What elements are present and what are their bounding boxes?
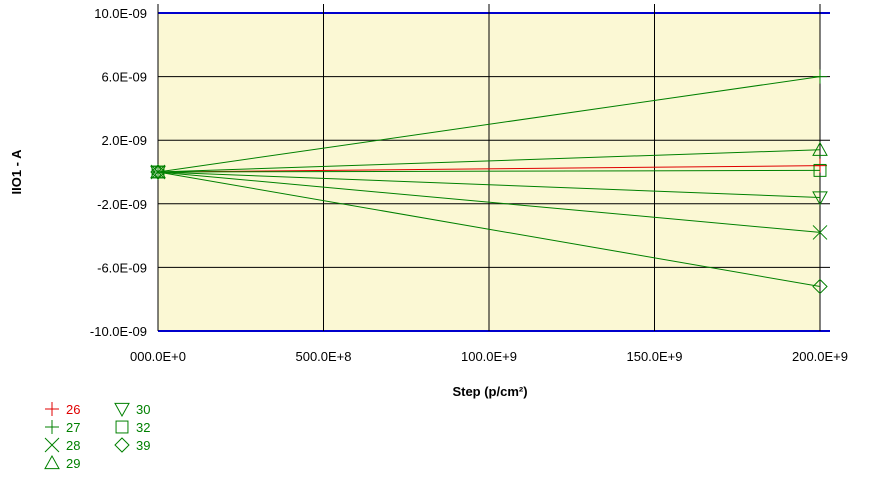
- legend-label-32: 32: [136, 420, 150, 435]
- legend-marker-26: [45, 402, 59, 416]
- y-tick-label: 6.0E-09: [101, 70, 147, 85]
- data-point-30: [812, 191, 828, 206]
- legend-marker-29: [44, 454, 60, 470]
- x-tick-label: 150.0E+9: [626, 349, 682, 364]
- legend-marker-39: [114, 437, 130, 453]
- data-point-39: [812, 278, 828, 295]
- legend-label-27: 27: [66, 420, 80, 435]
- legend-label-26: 26: [66, 402, 80, 417]
- series-line-28: [157, 171, 821, 233]
- series-line-32: [157, 169, 821, 173]
- legend-marker-30: [114, 402, 130, 418]
- legend-item-32: 32: [115, 420, 150, 435]
- y-tick-label: 2.0E-09: [101, 133, 147, 148]
- y-tick-label: 10.0E-09: [94, 6, 147, 21]
- legend-label-29: 29: [66, 456, 80, 471]
- x-tick-label: 500.0E+8: [295, 349, 351, 364]
- y-tick-label: -6.0E-09: [97, 260, 147, 275]
- x-tick-label: 000.0E+0: [130, 349, 186, 364]
- data-point-27: [813, 69, 827, 84]
- legend-item-27: 27: [45, 420, 80, 435]
- legend-item-29: 29: [44, 454, 80, 471]
- y-tick-label: -2.0E-09: [97, 197, 147, 212]
- y-tick-label: -10.0E-09: [90, 324, 147, 339]
- data-point-32: [151, 165, 165, 179]
- data-point-32: [813, 163, 827, 177]
- legend-item-30: 30: [114, 402, 150, 418]
- series-line-39: [157, 171, 821, 287]
- legend-marker-32: [115, 420, 129, 434]
- legend-label-39: 39: [136, 438, 150, 453]
- series-line-27: [157, 76, 821, 173]
- legend-marker-28: [44, 437, 60, 453]
- x-tick-label: 100.0E+9: [461, 349, 517, 364]
- legend-item-28: 28: [44, 437, 80, 453]
- legend-item-26: 26: [45, 402, 80, 417]
- data-point-39: [150, 164, 166, 180]
- x-axis-title: Step (p/cm²): [452, 384, 527, 399]
- legend-marker-27: [45, 420, 59, 434]
- legend-item-39: 39: [114, 437, 150, 453]
- series-line-29: [157, 149, 821, 173]
- data-point-28: [812, 225, 828, 240]
- data-point-26: [813, 158, 827, 173]
- legend-label-28: 28: [66, 438, 80, 453]
- series-line-26: [157, 165, 821, 173]
- data-point-29: [812, 141, 828, 156]
- x-tick-label: 200.0E+9: [792, 349, 848, 364]
- series-line-30: [157, 171, 821, 198]
- y-axis-title: IIO1 - A: [9, 149, 24, 195]
- legend-label-30: 30: [136, 402, 150, 417]
- legend: 26 27 28 29 30 32 39: [44, 402, 150, 471]
